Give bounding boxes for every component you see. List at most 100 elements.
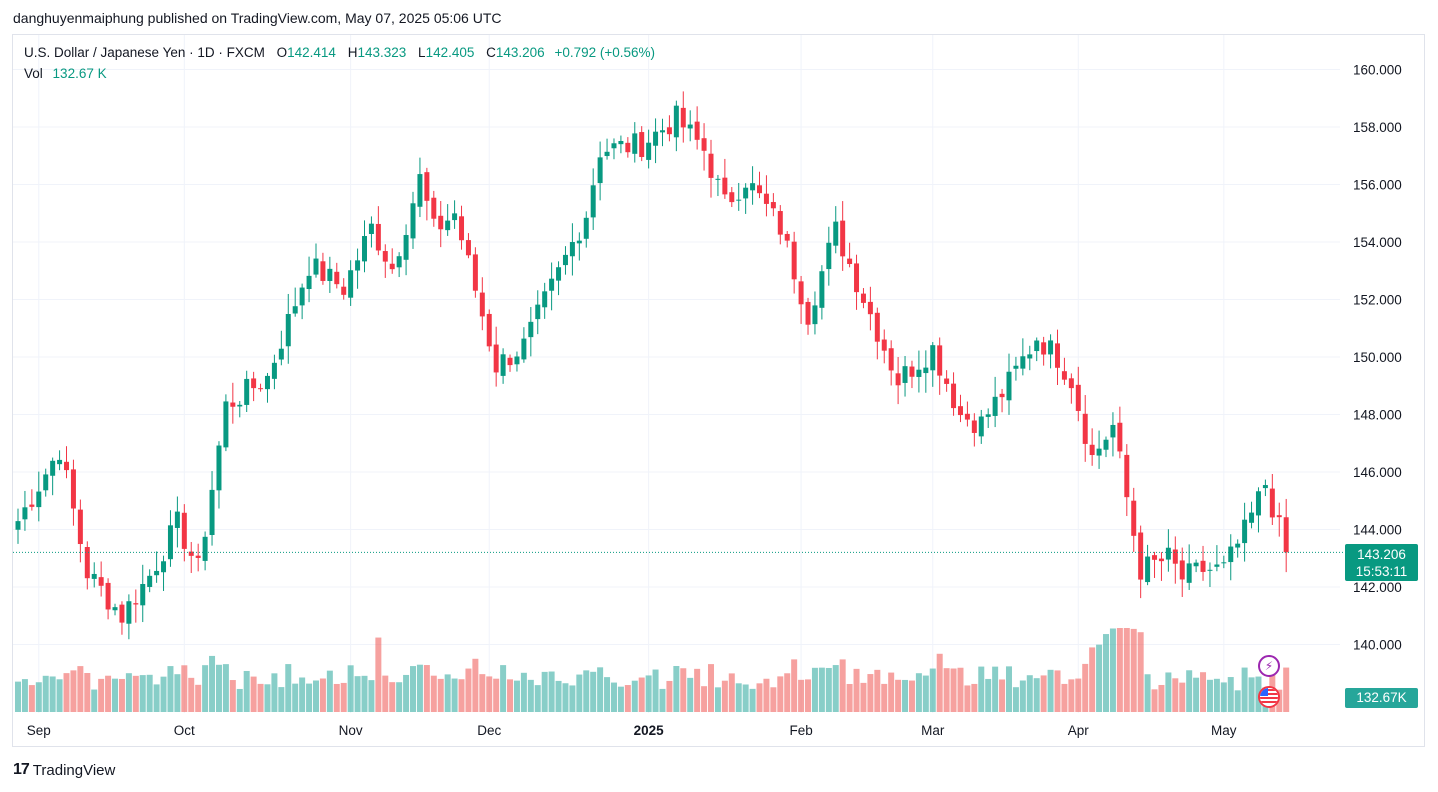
volume-bar — [333, 683, 340, 712]
volume-bar — [908, 680, 915, 712]
volume-bar — [756, 683, 763, 712]
candle-body — [597, 157, 603, 184]
candle-body — [722, 177, 728, 195]
volume-bar — [1220, 682, 1227, 712]
candle-body — [549, 278, 555, 291]
volume-bar — [403, 674, 410, 712]
candle-body — [306, 275, 312, 290]
volume-bar — [1151, 689, 1158, 712]
volume-bar — [957, 667, 964, 712]
volume-bar — [188, 677, 195, 712]
candle-body — [1048, 340, 1054, 355]
candle-body — [999, 393, 1005, 398]
candle-body — [50, 460, 56, 476]
candle-body — [833, 221, 839, 246]
candle-body — [1228, 546, 1234, 563]
candle-body — [659, 130, 665, 133]
last-price: 143.206 — [1357, 547, 1406, 562]
volume-bar — [340, 682, 347, 712]
candle-body — [1034, 340, 1040, 352]
candle-body — [1172, 549, 1178, 564]
volume-bar — [1200, 672, 1207, 712]
us-flag-icon[interactable] — [1258, 686, 1280, 708]
candle-body — [327, 268, 333, 281]
volume-bar — [292, 683, 299, 712]
chart-frame[interactable] — [12, 34, 1425, 747]
candle-body — [1158, 558, 1164, 562]
volume-bar — [125, 673, 132, 712]
candle-body — [362, 236, 367, 262]
candle-body — [840, 220, 846, 257]
candle-body — [459, 216, 465, 241]
change-value: +0.792 (+0.56%) — [554, 45, 656, 60]
candle-body — [680, 107, 686, 128]
volume-bar — [798, 679, 805, 712]
volume-bar — [985, 678, 992, 712]
volume-bar — [853, 668, 860, 712]
candle-body — [147, 575, 153, 587]
volume-bar — [1227, 677, 1234, 712]
volume-bar — [1172, 678, 1179, 712]
volume-bar — [735, 683, 742, 712]
volume-bar — [1137, 632, 1144, 712]
candle-body — [36, 491, 42, 508]
candle-body — [237, 404, 243, 407]
candle-body — [687, 124, 693, 129]
x-tick-label: Mar — [921, 723, 945, 738]
candle-body — [819, 271, 825, 308]
volume-bar — [562, 683, 569, 712]
volume-bar — [1116, 628, 1123, 712]
candle-body — [251, 378, 257, 389]
candle-body — [299, 287, 305, 306]
lightning-icon[interactable]: ⚡ — [1258, 655, 1280, 677]
candle-body — [22, 507, 28, 520]
volume-bar — [624, 685, 631, 712]
candle-body — [133, 603, 139, 605]
candle-body — [368, 223, 374, 234]
volume-bar — [728, 673, 735, 712]
candle-body — [985, 414, 991, 417]
volume-bar — [604, 677, 611, 712]
open-value: 142.414 — [287, 45, 336, 60]
candle-body — [452, 213, 458, 221]
volume-bar — [1054, 670, 1061, 712]
candle-body — [1152, 555, 1158, 560]
close-label: C — [486, 45, 496, 60]
volume-bar — [846, 683, 853, 712]
candle-body — [43, 474, 49, 491]
volume-bar — [867, 674, 874, 712]
volume-bar — [881, 683, 888, 712]
tradingview-logo[interactable]: 17 TradingView — [13, 761, 115, 779]
candle-body — [542, 291, 548, 308]
x-tick-label: Apr — [1068, 723, 1090, 738]
candle-body — [583, 217, 589, 239]
candle-body — [514, 356, 520, 365]
candle-body — [84, 547, 90, 579]
candle-body — [1207, 569, 1213, 571]
volume-bar — [694, 668, 701, 712]
candle-body — [562, 254, 568, 266]
candle-body — [244, 378, 250, 405]
x-tick-label: Feb — [789, 723, 812, 738]
candle-body — [611, 143, 617, 149]
volume-bar — [548, 671, 555, 712]
candle-body — [126, 601, 132, 624]
volume-bar — [721, 680, 728, 712]
candle-body — [770, 202, 776, 209]
candle-body — [1131, 500, 1137, 536]
candle-body — [1179, 560, 1185, 580]
volume-bar — [500, 665, 507, 712]
volume-bar — [167, 666, 174, 712]
candle-body — [971, 420, 977, 433]
time-axis: Sep Oct Nov Dec 2025 Feb Mar Apr May — [27, 723, 1237, 738]
candle-body — [417, 174, 423, 207]
candle-body — [292, 306, 298, 314]
y-tick-label: 146.000 — [1353, 465, 1402, 480]
candle-body — [895, 373, 901, 386]
volume-bar — [964, 685, 971, 712]
candle-body — [847, 258, 853, 265]
volume-bar — [915, 673, 922, 712]
volume-bar — [1213, 678, 1220, 712]
candle-body — [673, 105, 679, 138]
